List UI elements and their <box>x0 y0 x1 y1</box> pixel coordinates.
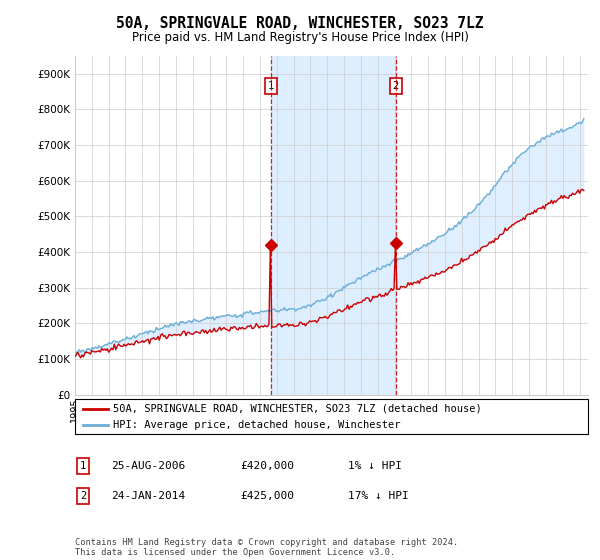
Text: Contains HM Land Registry data © Crown copyright and database right 2024.
This d: Contains HM Land Registry data © Crown c… <box>75 538 458 557</box>
Text: 50A, SPRINGVALE ROAD, WINCHESTER, SO23 7LZ: 50A, SPRINGVALE ROAD, WINCHESTER, SO23 7… <box>116 16 484 31</box>
Text: 2: 2 <box>392 81 399 91</box>
Text: 1% ↓ HPI: 1% ↓ HPI <box>348 461 402 471</box>
Text: £420,000: £420,000 <box>240 461 294 471</box>
Text: HPI: Average price, detached house, Winchester: HPI: Average price, detached house, Winc… <box>113 420 401 430</box>
Text: 24-JAN-2014: 24-JAN-2014 <box>111 491 185 501</box>
Text: 1: 1 <box>80 461 86 471</box>
Text: 25-AUG-2006: 25-AUG-2006 <box>111 461 185 471</box>
Text: 17% ↓ HPI: 17% ↓ HPI <box>348 491 409 501</box>
Text: £425,000: £425,000 <box>240 491 294 501</box>
Text: 50A, SPRINGVALE ROAD, WINCHESTER, SO23 7LZ (detached house): 50A, SPRINGVALE ROAD, WINCHESTER, SO23 7… <box>113 404 482 414</box>
Text: 1: 1 <box>268 81 274 91</box>
Text: 2: 2 <box>80 491 86 501</box>
Text: Price paid vs. HM Land Registry's House Price Index (HPI): Price paid vs. HM Land Registry's House … <box>131 31 469 44</box>
Bar <box>271 56 396 395</box>
